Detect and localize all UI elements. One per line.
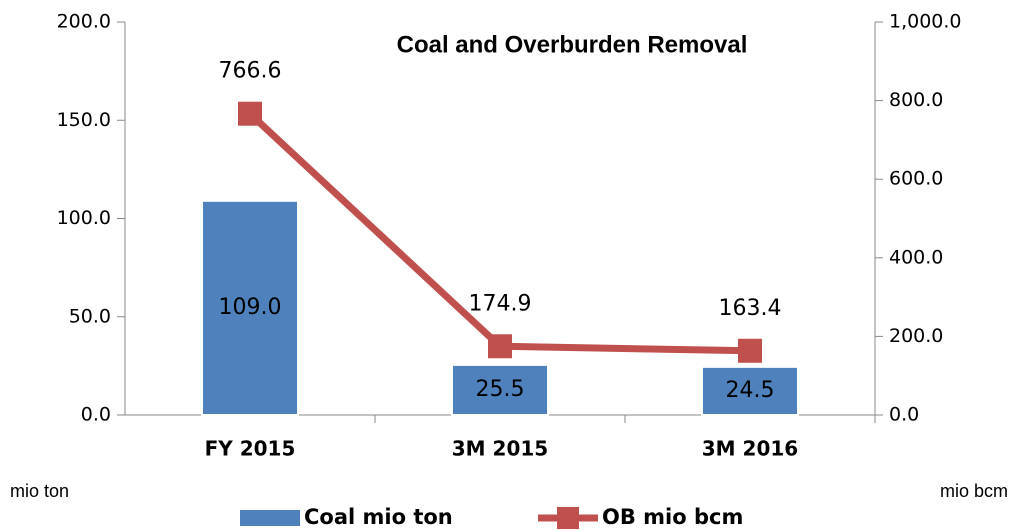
line-value-label: 766.6 bbox=[219, 59, 282, 84]
bar bbox=[701, 365, 799, 417]
y2-tick-label: 800.0 bbox=[889, 89, 943, 111]
y-tick-label: 0.0 bbox=[81, 404, 111, 426]
y-tick-label: 50.0 bbox=[69, 305, 111, 327]
legend-label: Coal mio ton bbox=[304, 505, 453, 529]
line-value-label: 163.4 bbox=[719, 296, 782, 321]
x-tick-label: 3M 2016 bbox=[702, 437, 798, 461]
y2-tick-label: 600.0 bbox=[889, 168, 943, 190]
legend-swatch bbox=[240, 510, 300, 526]
bar-value-label: 25.5 bbox=[476, 377, 525, 402]
y2-axis-label: mio bcm bbox=[940, 481, 1008, 501]
bar bbox=[451, 363, 549, 416]
y2-tick-label: 400.0 bbox=[889, 246, 943, 268]
y2-tick-label: 1,000.0 bbox=[889, 11, 962, 33]
line-value-label: 174.9 bbox=[469, 291, 532, 316]
chart-title: Coal and Overburden Removal bbox=[397, 31, 748, 58]
legend-label: OB mio bcm bbox=[602, 505, 743, 529]
y2-tick-label: 0.0 bbox=[889, 404, 919, 426]
bar-value-label: 24.5 bbox=[726, 378, 775, 403]
bar-value-label: 109.0 bbox=[219, 295, 282, 320]
line-marker bbox=[738, 338, 762, 363]
x-tick-label: FY 2015 bbox=[205, 437, 296, 461]
bar bbox=[201, 199, 299, 416]
y2-tick-label: 200.0 bbox=[889, 325, 943, 347]
line-marker bbox=[488, 334, 512, 359]
y-tick-label: 100.0 bbox=[57, 207, 111, 229]
y-tick-label: 200.0 bbox=[57, 11, 111, 33]
y-tick-label: 150.0 bbox=[57, 109, 111, 131]
line-marker bbox=[238, 101, 262, 126]
y-axis-label: mio ton bbox=[10, 481, 69, 501]
x-tick-label: 3M 2015 bbox=[452, 437, 548, 461]
legend-marker bbox=[557, 507, 579, 529]
